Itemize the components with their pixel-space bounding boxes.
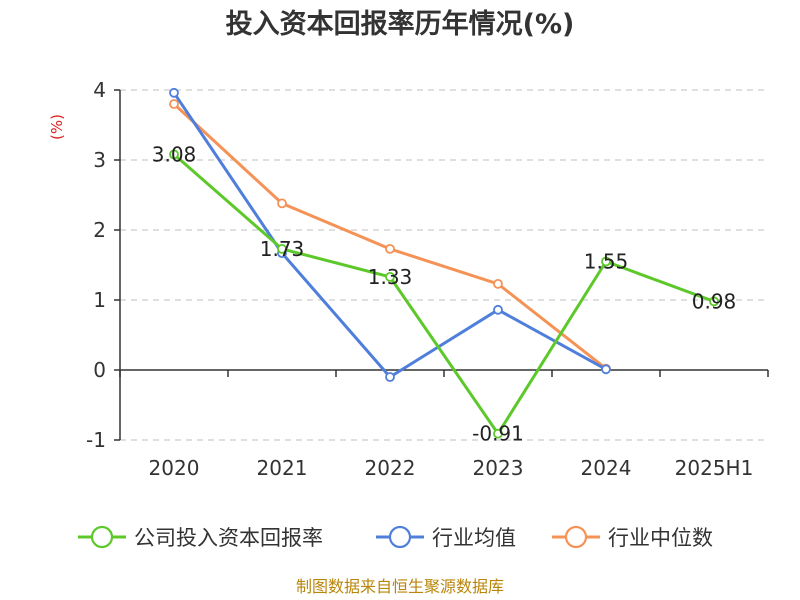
series-line [173,153,715,436]
data-label: 0.98 [692,289,737,313]
source-note: 制图数据来自恒生聚源数据库 [296,577,504,596]
series-layer [169,87,719,439]
data-label: -0.91 [472,422,524,446]
data-point [385,271,395,282]
data-point [601,256,611,267]
legend-swatch-marker [90,525,114,549]
data-point [493,304,503,315]
y-tick-label: 1 [93,288,106,312]
series-line [172,102,607,370]
grid-lines [120,89,768,441]
data-point [277,243,287,254]
legend-label: 公司投入资本回报率 [134,526,323,550]
legend-swatch-marker [388,525,412,549]
data-label: 1.73 [260,237,305,261]
legend-label: 行业均值 [432,526,516,550]
x-tick-label: 2022 [365,456,416,480]
x-tick-label: 2021 [257,456,308,480]
data-point [277,198,287,209]
axes: -1 0 1 2 3 4 2020 2021 2022 2023 2024 2025H1 [86,78,769,480]
x-tick-label: 2025H1 [675,456,754,480]
x-tick-label: 2020 [149,456,200,480]
y-tick-label: 2 [93,218,106,242]
data-labels: 3.08 1.73 1.33 -0.91 1.55 0.98 [152,142,737,445]
data-point [493,428,503,439]
data-point [493,278,503,289]
data-point [169,87,179,98]
chart-title: 投入资本回报率历年情况(%) [226,8,575,40]
data-label: 3.08 [152,142,197,166]
y-tick-label: 4 [93,78,106,102]
data-point [601,364,611,375]
series-line [172,91,607,379]
x-tick-label: 2024 [581,456,632,480]
data-point [169,149,179,160]
data-point [169,99,179,109]
data-point [385,372,395,382]
data-point [709,296,719,307]
data-point [385,243,395,254]
y-tick-label: -1 [86,428,106,452]
y-axis-unit: (%) [48,114,66,140]
data-label: 1.33 [368,265,413,289]
data-label: 1.55 [584,250,629,274]
legend-label: 行业中位数 [608,526,713,550]
x-tick-label: 2023 [473,456,524,480]
legend: 公司投入资本回报率 行业均值 行业中位数 [78,525,713,550]
legend-swatch-marker [564,525,588,549]
y-tick-label: 3 [93,148,106,172]
y-tick-label: 0 [93,358,106,382]
